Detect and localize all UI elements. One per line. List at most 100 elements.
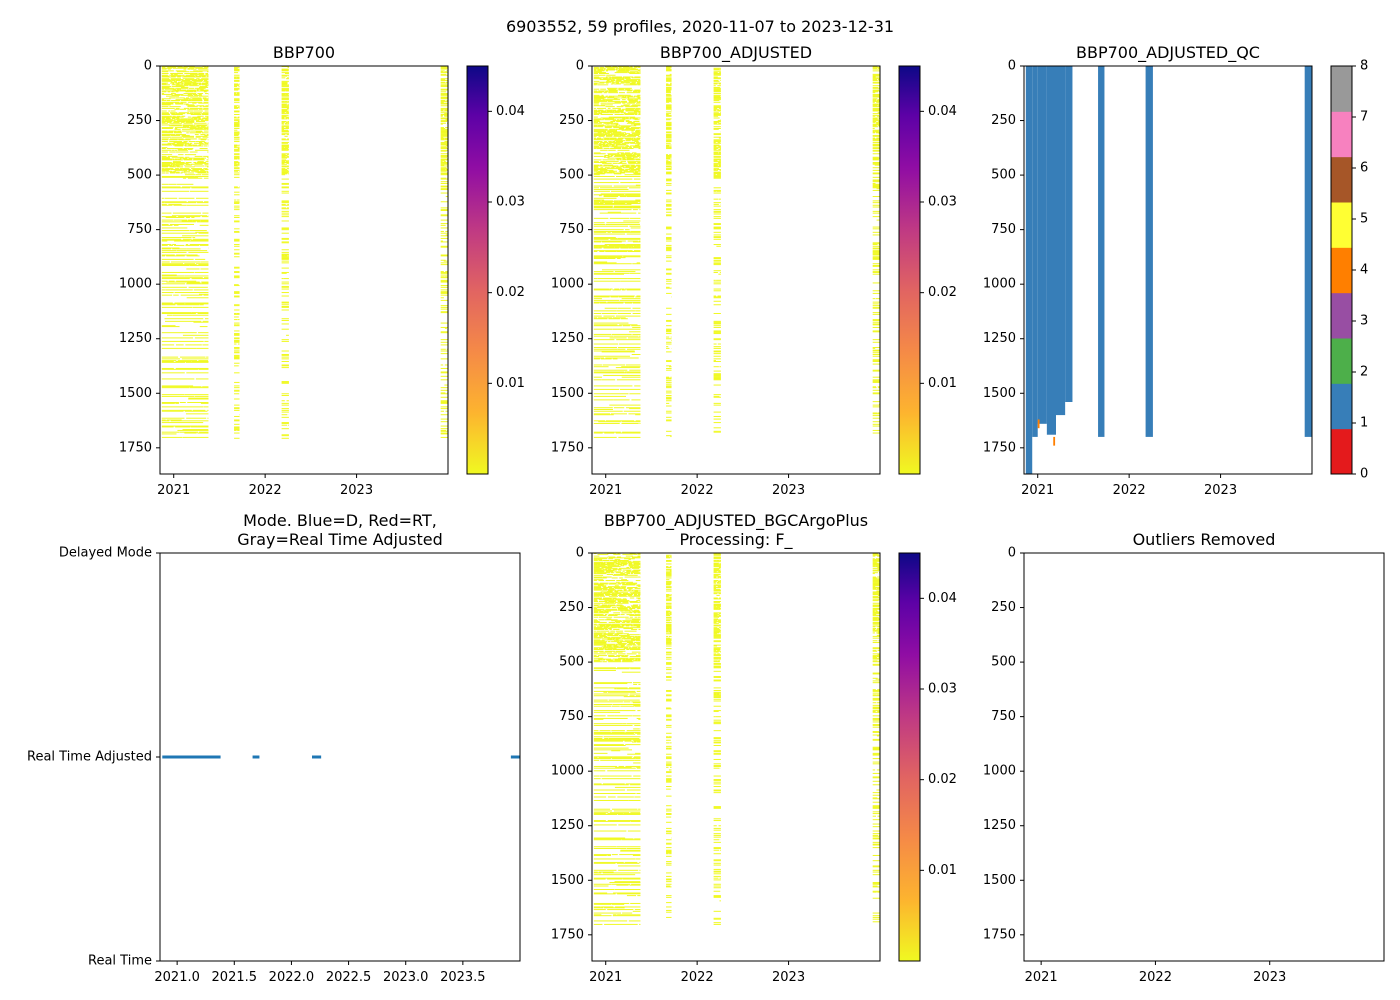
profile-sample: [629, 408, 641, 410]
profile-sample: [600, 161, 606, 163]
profile-sample: [171, 86, 185, 88]
profile-sample: [637, 635, 641, 637]
profile-sample: [713, 786, 721, 788]
profile-sample: [606, 68, 618, 70]
profile-sample: [713, 176, 721, 178]
profile-sample: [626, 159, 635, 161]
profile-sample: [175, 172, 180, 174]
profile-sample: [281, 258, 289, 260]
profile-sample: [639, 601, 641, 603]
profile-sample: [440, 89, 448, 91]
profile-sample: [189, 85, 199, 87]
profile-sample: [606, 644, 618, 646]
profile-sample: [618, 108, 622, 110]
profile-sample: [599, 142, 602, 144]
profile-sample: [872, 73, 880, 75]
profile-sample: [631, 619, 641, 621]
y-tick-label: 500: [559, 655, 584, 670]
profile-sample: [175, 107, 180, 109]
profile-sample: [281, 267, 289, 269]
profile-sample: [234, 337, 240, 339]
profile-sample: [639, 155, 641, 157]
profile-sample: [666, 203, 672, 205]
profile-sample: [440, 393, 448, 395]
profile-sample: [621, 671, 641, 673]
profile-sample: [183, 98, 191, 100]
profile-sample: [713, 741, 721, 743]
profile-sample: [713, 742, 721, 744]
profile-sample: [611, 730, 625, 732]
profile-sample: [173, 294, 179, 296]
profile-sample: [189, 190, 209, 192]
profile-sample: [872, 251, 880, 253]
profile-sample: [593, 124, 605, 126]
profile-sample: [281, 109, 288, 111]
profile-sample: [593, 301, 607, 303]
profile-sample: [713, 697, 721, 698]
profile-sample: [198, 293, 209, 295]
profile-sample: [600, 358, 612, 360]
profile-sample: [174, 145, 184, 147]
profile-sample: [666, 204, 672, 206]
profile-sample: [872, 137, 876, 139]
profile-sample: [666, 700, 672, 702]
profile-sample: [593, 388, 620, 390]
profile-sample: [593, 347, 618, 349]
profile-sample: [161, 76, 176, 78]
profile-sample: [281, 208, 289, 210]
profile-sample: [203, 80, 209, 82]
profile-sample: [670, 632, 672, 634]
profile-sample: [440, 297, 444, 299]
profile-sample: [602, 559, 610, 561]
x-tick-label: 2022: [681, 483, 714, 498]
profile-sample: [234, 191, 240, 193]
profile-sample: [713, 833, 721, 835]
profile-sample: [872, 585, 880, 587]
profile-sample: [713, 144, 720, 146]
profile-sample: [440, 143, 448, 145]
profile-sample: [234, 429, 240, 431]
profile-sample: [200, 261, 209, 263]
profile-sample: [618, 436, 641, 438]
profile-sample: [633, 573, 641, 575]
profile-sample: [234, 277, 240, 279]
profile-sample: [611, 750, 621, 752]
profile-sample: [638, 683, 641, 685]
profile-sample: [234, 66, 240, 68]
profile-sample: [281, 306, 289, 308]
profile-sample: [593, 343, 619, 345]
profile-sample: [593, 711, 621, 713]
profile-sample: [205, 72, 209, 74]
profile-sample: [611, 623, 620, 625]
profile-sample: [872, 140, 880, 142]
profile-sample: [603, 636, 611, 638]
profile-sample: [593, 225, 629, 227]
profile-sample: [713, 698, 721, 700]
profile-sample: [172, 89, 180, 91]
profile-sample: [440, 91, 447, 93]
profile-sample: [872, 312, 880, 314]
profile-sample: [609, 95, 613, 97]
profile-sample: [609, 557, 623, 559]
profile-sample: [717, 580, 721, 582]
profile-sample: [161, 344, 175, 346]
axes-frame: [159, 65, 449, 475]
profile-sample: [440, 88, 448, 90]
profile-sample: [872, 172, 880, 174]
profile-sample: [202, 114, 209, 115]
profile-sample: [194, 91, 197, 93]
profile-sample: [620, 299, 641, 301]
profile-sample: [872, 354, 880, 355]
profile-sample: [877, 99, 880, 101]
profile-sample: [593, 310, 617, 312]
profile-sample: [599, 212, 637, 214]
profile-sample: [614, 77, 625, 79]
profile-sample: [629, 597, 635, 599]
profile-sample: [177, 429, 209, 431]
profile-sample: [604, 649, 613, 650]
profile-sample: [593, 583, 608, 585]
profile-sample: [624, 78, 631, 80]
profile-sample: [639, 202, 641, 204]
profile-sample: [607, 142, 612, 144]
profile-sample: [666, 849, 672, 851]
